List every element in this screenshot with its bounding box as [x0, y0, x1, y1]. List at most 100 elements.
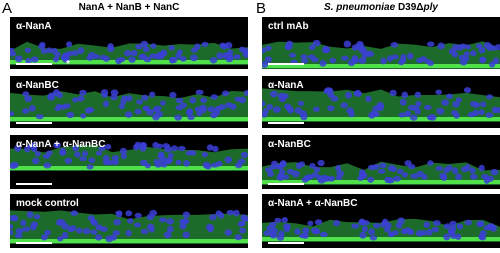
nucleus: [133, 222, 141, 228]
nucleus: [140, 228, 149, 235]
nucleus: [346, 107, 354, 115]
nucleus: [110, 89, 119, 96]
nucleus: [15, 228, 24, 234]
nucleus: [79, 156, 87, 162]
nucleus: [77, 95, 85, 102]
nucleus: [475, 43, 483, 49]
nucleus: [307, 54, 316, 60]
nucleus: [416, 58, 424, 64]
nucleus: [28, 105, 36, 112]
nucleus: [125, 95, 133, 102]
nucleus: [327, 105, 335, 112]
nucleus: [316, 175, 323, 182]
nucleus: [187, 114, 195, 121]
nucleus: [485, 112, 494, 118]
nucleus: [260, 61, 269, 68]
nucleus: [452, 167, 459, 175]
nucleus: [34, 151, 41, 157]
nucleus: [61, 231, 69, 239]
nucleus: [82, 150, 89, 157]
nucleus: [168, 45, 175, 51]
image-label: α-NanBC: [268, 139, 311, 150]
nucleus: [464, 219, 472, 226]
nucleus: [43, 162, 52, 169]
nucleus: [409, 114, 418, 121]
nucleus: [134, 108, 142, 115]
nucleus: [269, 232, 278, 239]
nucleus: [463, 87, 472, 94]
nucleus: [377, 168, 386, 174]
nucleus: [22, 91, 30, 97]
nucleus: [351, 55, 359, 62]
panel-letter: A: [2, 0, 13, 17]
nucleus: [136, 99, 144, 105]
nucleus: [189, 96, 197, 104]
nucleus: [218, 104, 227, 110]
nucleus: [361, 226, 368, 233]
nucleus: [224, 156, 233, 164]
nucleus: [55, 103, 63, 110]
nucleus: [9, 162, 17, 170]
nucleus: [452, 43, 459, 51]
nucleus: [399, 98, 407, 106]
nucleus: [51, 47, 58, 55]
nucleus: [264, 56, 273, 63]
nucleus: [373, 163, 380, 170]
nucleus: [467, 112, 476, 118]
nucleus: [182, 231, 190, 239]
nucleus: [226, 209, 235, 216]
image-label: ctrl mAb: [268, 21, 309, 32]
nucleus: [166, 225, 174, 233]
nucleus: [56, 91, 64, 99]
nucleus: [207, 106, 216, 113]
image-label: α-NanA + α-NanBC: [268, 198, 357, 209]
nucleus: [455, 173, 463, 180]
image-label: α-NanA: [268, 80, 304, 91]
nucleus: [323, 175, 331, 182]
nucleus: [179, 56, 187, 62]
nucleus: [437, 42, 445, 50]
nucleus: [105, 160, 114, 166]
gene: ply: [423, 2, 438, 13]
nucleus: [52, 56, 59, 63]
species: S. pneumoniae: [324, 2, 396, 13]
nucleus: [470, 173, 478, 180]
nucleus: [311, 227, 319, 234]
nucleus: [96, 150, 103, 156]
nucleus: [453, 112, 460, 119]
nucleus: [57, 236, 64, 242]
nucleus: [66, 41, 73, 48]
nucleus: [393, 175, 401, 182]
nucleus: [127, 218, 134, 224]
nucleus: [414, 108, 421, 115]
nucleus: [77, 47, 85, 55]
nucleus: [452, 101, 460, 108]
nucleus: [423, 104, 432, 111]
nucleus: [401, 172, 408, 178]
nucleus: [104, 143, 112, 150]
nucleus: [478, 233, 485, 240]
micrograph: α-NanA + α-NanBC: [9, 135, 248, 189]
nucleus: [90, 219, 99, 226]
nucleus: [66, 111, 75, 119]
nucleus: [107, 43, 114, 51]
nucleus: [408, 164, 416, 170]
nucleus: [8, 47, 15, 54]
nucleus: [169, 91, 177, 99]
panel-header: NanA + NanB + NanC: [78, 2, 180, 13]
nucleus: [427, 160, 434, 167]
nucleus: [88, 157, 96, 164]
nucleus: [21, 107, 30, 114]
micrograph-svg: α-NanBC: [262, 139, 500, 185]
nucleus: [415, 100, 422, 107]
micrograph: α-NanBC: [262, 135, 500, 189]
nucleus: [426, 228, 433, 236]
nucleus: [317, 159, 325, 167]
nucleus: [459, 59, 468, 66]
nucleus: [359, 231, 367, 239]
nucleus: [238, 46, 246, 53]
image-label: α-NanA + α-NanBC: [16, 139, 105, 150]
nucleus: [141, 94, 149, 101]
nucleus: [477, 220, 485, 227]
nucleus: [302, 227, 310, 234]
